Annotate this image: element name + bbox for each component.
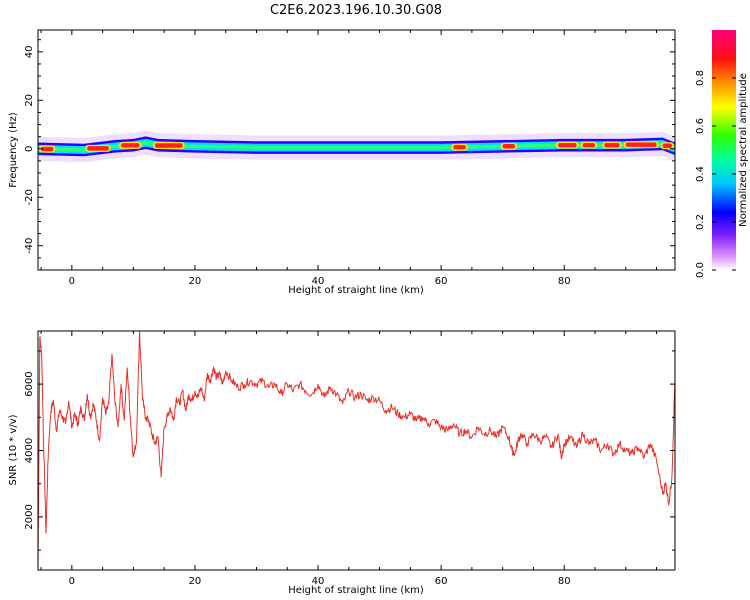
snr-y-tick-label: 4000 [24, 438, 35, 463]
spectrogram-peak [625, 142, 657, 147]
colorbar-ticks: 0.0 0.2 0.4 0.6 0.8 [695, 70, 736, 278]
spectrogram-x-tick-label: 20 [189, 276, 202, 287]
figure-title: C2E6.2023.196.10.30.G08 [270, 3, 442, 18]
colorbar: 0.0 0.2 0.4 0.6 0.8 Normalized spectral ampl… [695, 30, 749, 278]
spectrogram-peak [582, 142, 595, 148]
spectrogram-y-tick-label: -40 [24, 238, 35, 254]
spectrogram-peak [121, 143, 140, 148]
spectrogram-ticks: 0 20 40 60 80 -40 -20 0 20 40 [24, 30, 675, 287]
spectrogram-peak [662, 143, 672, 148]
spectrogram-y-tick-label: 0 [24, 146, 35, 152]
snr-panel: 0 20 40 60 80 2000 4000 6000 Height of straight… [8, 330, 676, 596]
spectrogram-x-axis-label: Height of straight line (km) [288, 285, 424, 296]
colorbar-tick-label: 0.6 [695, 118, 706, 134]
spectrogram-panel: 0 20 40 60 80 -40 -20 0 20 40 Height of straight … [8, 29, 676, 296]
colorbar-tick-label: 0.2 [695, 214, 706, 230]
spectrogram-peak [154, 143, 183, 148]
snr-x-tick-label: 0 [69, 576, 75, 587]
snr-y-axis-label: SNR (10 * v/v) [8, 414, 19, 485]
snr-series-line [38, 331, 675, 570]
colorbar-gradient [712, 30, 736, 270]
snr-y-tick-label: 6000 [24, 371, 35, 396]
colorbar-tick-label: 0.0 [695, 262, 706, 278]
spectrogram-peak [604, 142, 620, 148]
spectrogram-axes-frame [37, 29, 676, 271]
snr-x-tick-label: 40 [312, 576, 325, 587]
snr-ticks: 0 20 40 60 80 2000 4000 6000 [24, 331, 675, 587]
snr-x-axis-label: Height of straight line (km) [288, 585, 424, 596]
spectrogram-peak [502, 144, 515, 149]
spectrogram-peak [558, 142, 577, 148]
spectrogram-y-tick-label: 20 [24, 94, 35, 107]
spectrogram-x-tick-label: 60 [435, 276, 448, 287]
spectrogram-x-tick-label: 40 [312, 276, 325, 287]
spectrogram-x-tick-label: 0 [69, 276, 75, 287]
snr-x-tick-label: 20 [189, 576, 202, 587]
snr-plot-area [38, 331, 675, 570]
colorbar-tick-label: 0.8 [695, 70, 706, 86]
colorbar-tick-label: 0.4 [695, 166, 706, 182]
spectrogram-y-tick-label: 40 [24, 45, 35, 58]
spectrogram-heatmap [38, 130, 675, 163]
spectrogram-peak [41, 146, 54, 152]
spectrogram-peak [453, 145, 466, 150]
snr-x-tick-label: 80 [558, 576, 571, 587]
spectrogram-peak [87, 146, 109, 151]
snr-x-tick-label: 60 [435, 576, 448, 587]
spectrogram-y-tick-label: -20 [24, 189, 35, 205]
colorbar-label: Normalized spectral amplitude [738, 73, 749, 227]
spectrogram-y-axis-label: Frequency (Hz) [8, 112, 19, 188]
snr-axes-frame [37, 330, 676, 571]
snr-y-tick-label: 2000 [24, 504, 35, 529]
spectrogram-x-tick-label: 80 [558, 276, 571, 287]
